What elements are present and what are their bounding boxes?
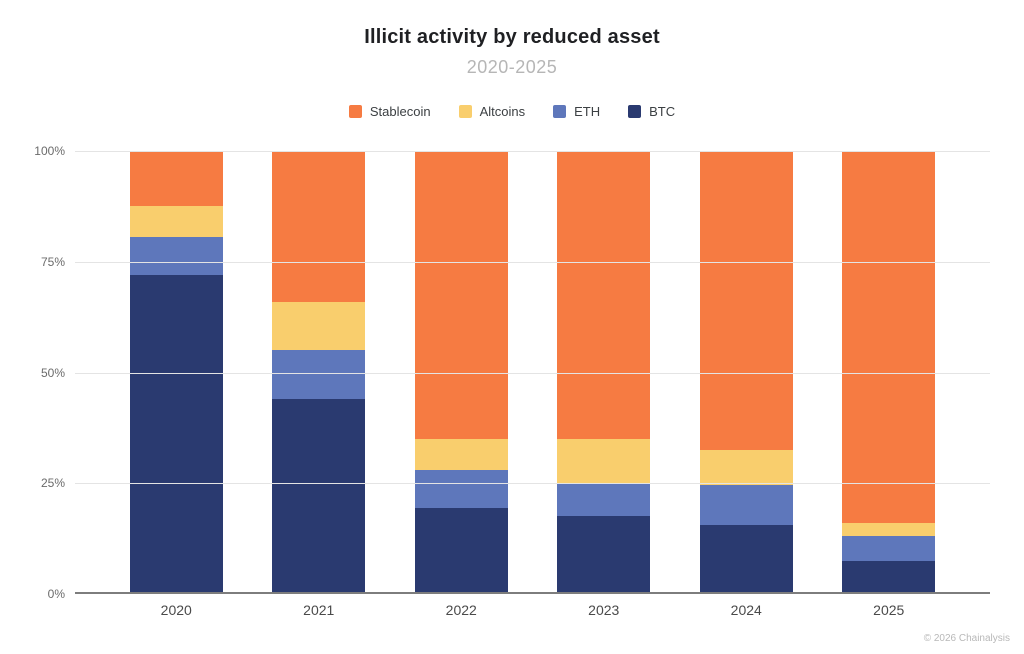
- bar-column-2021: [248, 151, 391, 594]
- bars-row: [75, 151, 990, 594]
- legend: Stablecoin Altcoins ETH BTC: [0, 104, 1024, 119]
- bar-segment-eth-2023: [557, 483, 651, 517]
- bar-2021: [272, 151, 366, 594]
- bar-segment-altcoins-2024: [699, 450, 793, 486]
- bar-column-2023: [533, 151, 676, 594]
- bar-segment-eth-2020: [129, 237, 223, 276]
- y-axis-label-0: 0%: [47, 587, 65, 601]
- x-axis-label-2023: 2023: [588, 602, 620, 618]
- legend-label: Altcoins: [479, 104, 526, 119]
- bar-segment-stablecoin-2023: [557, 151, 651, 439]
- bar-2022: [414, 151, 508, 594]
- legend-swatch-icon: [628, 105, 642, 118]
- bar-segment-btc-2025: [842, 560, 936, 594]
- gridline-25: [75, 483, 990, 485]
- legend-item-eth: ETH: [553, 104, 600, 119]
- chart-title: Illicit activity by reduced asset: [364, 26, 660, 48]
- x-axis-label-2022: 2022: [445, 602, 477, 618]
- y-axis-label-100: 100%: [34, 144, 65, 158]
- bar-segment-btc-2023: [557, 516, 651, 594]
- bar-segment-btc-2021: [272, 399, 366, 594]
- chart-subtitle: 2020-2025: [466, 57, 558, 77]
- x-axis-label-2024: 2024: [730, 602, 762, 618]
- legend-item-altcoins: Altcoins: [458, 104, 526, 119]
- bar-segment-btc-2022: [414, 507, 508, 594]
- bar-segment-eth-2024: [699, 485, 793, 526]
- bar-segment-btc-2020: [129, 275, 223, 594]
- copyright-credit: © 2026 Chainalysis: [923, 633, 1010, 644]
- bar-column-2020: [105, 151, 248, 594]
- legend-item-btc: BTC: [628, 104, 675, 119]
- bar-segment-altcoins-2020: [129, 206, 223, 238]
- bar-segment-stablecoin-2022: [414, 151, 508, 439]
- bar-segment-btc-2024: [699, 525, 793, 594]
- bar-segment-altcoins-2025: [842, 523, 936, 537]
- bar-2025: [842, 151, 936, 594]
- bar-segment-stablecoin-2025: [842, 151, 936, 524]
- legend-swatch-icon: [348, 105, 362, 118]
- y-axis-label-50: 50%: [40, 365, 65, 380]
- bar-column-2024: [675, 151, 818, 594]
- bar-segment-altcoins-2023: [557, 438, 651, 484]
- y-axis-label-25: 25%: [40, 476, 65, 491]
- legend-swatch-icon: [458, 105, 472, 118]
- bar-column-2022: [390, 151, 533, 594]
- gridline-100: [75, 151, 990, 152]
- bar-segment-eth-2022: [414, 469, 508, 508]
- legend-label: Stablecoin: [369, 104, 431, 119]
- legend-swatch-icon: [553, 105, 567, 118]
- bar-column-2025: [818, 151, 961, 594]
- bar-2020: [129, 151, 223, 594]
- bar-segment-stablecoin-2024: [699, 151, 793, 451]
- bar-segment-altcoins-2022: [414, 438, 508, 470]
- gridline-75: [75, 261, 990, 263]
- legend-label: ETH: [574, 104, 601, 119]
- bar-segment-eth-2021: [272, 350, 366, 400]
- plot-area: 0% 25% 50% 75% 100%: [34, 144, 990, 601]
- bar-segment-stablecoin-2021: [272, 151, 366, 302]
- bar-segment-stablecoin-2020: [129, 151, 223, 207]
- legend-item-stablecoin: Stablecoin: [348, 104, 431, 119]
- bar-segment-altcoins-2021: [272, 301, 366, 351]
- bar-segment-eth-2025: [842, 536, 936, 561]
- y-axis-label-75: 75%: [40, 254, 65, 269]
- x-axis-label-2021: 2021: [303, 602, 335, 618]
- x-axis-line: [75, 592, 990, 594]
- bar-2023: [557, 151, 651, 594]
- x-axis-labels: 2020 2021 2022 2023 2024 2025: [75, 602, 990, 618]
- gridline-50: [75, 372, 990, 374]
- bar-2024: [699, 151, 793, 594]
- x-axis-label-2020: 2020: [160, 602, 192, 618]
- x-axis-label-2025: 2025: [873, 602, 905, 618]
- legend-label: BTC: [649, 104, 676, 119]
